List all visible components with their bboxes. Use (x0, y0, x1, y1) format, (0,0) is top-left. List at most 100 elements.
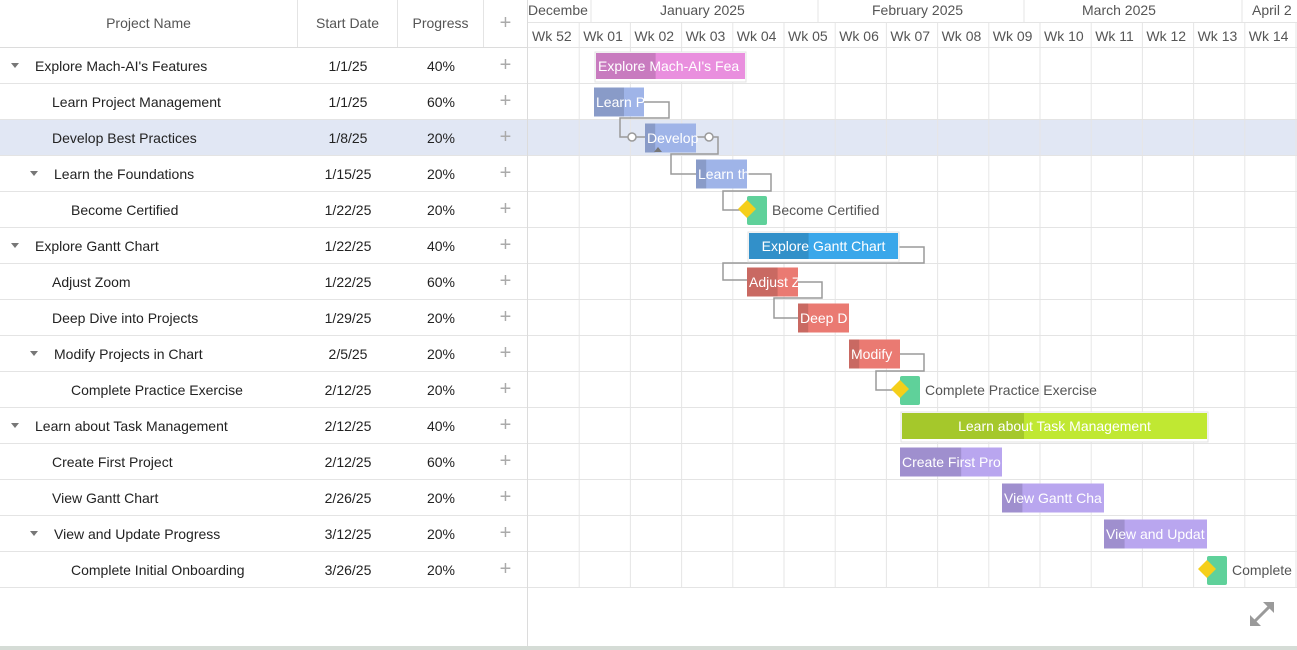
task-start-date[interactable]: 2/12/25 (324, 418, 372, 434)
task-name[interactable]: Learn the Foundations (54, 166, 195, 182)
task-name[interactable]: Complete Practice Exercise (71, 382, 243, 398)
task-name[interactable]: Become Certified (71, 202, 179, 218)
table-row[interactable]: Complete Practice Exercise 2/12/25 20% + (0, 372, 527, 408)
task-start-date[interactable]: 2/5/25 (328, 346, 368, 362)
table-row[interactable]: Learn Project Management 1/1/25 60% + (0, 84, 527, 120)
add-subtask-plus-icon[interactable]: + (499, 342, 512, 364)
task-start-date[interactable]: 3/26/25 (324, 562, 372, 578)
week-label: Wk 13 (1198, 28, 1238, 44)
add-column-plus-icon[interactable]: + (499, 12, 512, 34)
task-name[interactable]: Develop Best Practices (52, 130, 197, 146)
task-progress[interactable]: 20% (426, 310, 456, 326)
expand-arrows-icon[interactable] (1246, 598, 1278, 630)
table-row[interactable]: Create First Project 2/12/25 60% + (0, 444, 527, 480)
add-subtask-plus-icon[interactable]: + (499, 486, 512, 508)
task-name[interactable]: View and Update Progress (54, 526, 221, 542)
column-header-project-name[interactable]: Project Name (0, 0, 298, 47)
task-progress[interactable]: 20% (426, 130, 456, 146)
milestone-bar[interactable] (747, 196, 767, 225)
task-name[interactable]: Create First Project (52, 454, 173, 470)
add-subtask-plus-icon[interactable]: + (499, 54, 512, 76)
task-start-date[interactable]: 1/1/25 (328, 58, 368, 74)
add-subtask-plus-icon[interactable]: + (499, 126, 512, 148)
table-row[interactable]: Adjust Zoom 1/22/25 60% + (0, 264, 527, 300)
milestone-bar[interactable] (900, 376, 920, 405)
table-row[interactable]: Learn the Foundations 1/15/25 20% + (0, 156, 527, 192)
task-progress[interactable]: 20% (426, 382, 456, 398)
add-subtask-plus-icon[interactable]: + (499, 198, 512, 220)
milestone-diamond-icon[interactable] (1198, 560, 1216, 578)
connector-handle[interactable] (704, 132, 714, 142)
task-start-date[interactable]: 1/15/25 (324, 166, 372, 182)
table-row[interactable]: Explore Mach-AI's Features 1/1/25 40% + (0, 48, 527, 84)
column-header-progress[interactable]: Progress (398, 0, 484, 47)
caret-down-icon[interactable] (30, 351, 38, 356)
task-name[interactable]: View Gantt Chart (52, 490, 159, 506)
table-row[interactable]: View and Update Progress 3/12/25 20% + (0, 516, 527, 552)
task-progress[interactable]: 20% (426, 202, 456, 218)
progress-drag-handle[interactable] (654, 147, 662, 152)
table-row[interactable]: Deep Dive into Projects 1/29/25 20% + (0, 300, 527, 336)
task-start-date[interactable]: 1/22/25 (324, 202, 372, 218)
task-start-date[interactable]: 1/22/25 (324, 238, 372, 254)
caret-down-icon[interactable] (11, 63, 19, 68)
task-start-date[interactable]: 1/8/25 (328, 130, 368, 146)
table-row[interactable]: View Gantt Chart 2/26/25 20% + (0, 480, 527, 516)
task-progress[interactable]: 20% (426, 166, 456, 182)
caret-down-icon[interactable] (30, 171, 38, 176)
caret-down-icon[interactable] (11, 423, 19, 428)
milestone-diamond-icon[interactable] (891, 380, 909, 398)
task-progress[interactable]: 20% (426, 490, 456, 506)
task-name[interactable]: Learn Project Management (52, 94, 221, 110)
add-subtask-plus-icon[interactable]: + (499, 234, 512, 256)
table-row[interactable]: Complete Initial Onboarding 3/26/25 20% + (0, 552, 527, 588)
table-row[interactable]: Become Certified 1/22/25 20% + (0, 192, 527, 228)
add-subtask-plus-icon[interactable]: + (499, 378, 512, 400)
add-subtask-plus-icon[interactable]: + (499, 306, 512, 328)
add-subtask-plus-icon[interactable]: + (499, 450, 512, 472)
table-row[interactable]: Explore Gantt Chart 1/22/25 40% + (0, 228, 527, 264)
gantt-chart-svg[interactable]: Decembe January 2025 February 2025 March 20… (528, 0, 1297, 650)
task-name[interactable]: Explore Mach-AI's Features (35, 58, 208, 74)
task-progress[interactable]: 60% (426, 94, 456, 110)
task-start-date[interactable]: 2/12/25 (324, 454, 372, 470)
week-label: Wk 11 (1095, 28, 1134, 44)
task-start-date[interactable]: 1/1/25 (328, 94, 368, 110)
task-progress[interactable]: 60% (426, 454, 456, 470)
connector-handle[interactable] (627, 132, 637, 142)
task-name[interactable]: Adjust Zoom (52, 274, 131, 290)
task-name[interactable]: Explore Gantt Chart (35, 238, 159, 254)
add-subtask-plus-icon[interactable]: + (499, 558, 512, 580)
task-progress[interactable]: 60% (426, 274, 456, 290)
add-subtask-plus-icon[interactable]: + (499, 522, 512, 544)
add-subtask-plus-icon[interactable]: + (499, 414, 512, 436)
task-start-date[interactable]: 3/12/25 (324, 526, 372, 542)
task-progress[interactable]: 40% (426, 418, 456, 434)
task-name[interactable]: Learn about Task Management (35, 418, 228, 434)
column-header-start-date[interactable]: Start Date (298, 0, 398, 47)
task-progress[interactable]: 40% (426, 58, 456, 74)
table-row[interactable]: Learn about Task Management 2/12/25 40% + (0, 408, 527, 444)
task-name[interactable]: Deep Dive into Projects (52, 310, 199, 326)
table-row[interactable]: Modify Projects in Chart 2/5/25 20% + (0, 336, 527, 372)
add-subtask-plus-icon[interactable]: + (499, 270, 512, 292)
task-start-date[interactable]: 1/22/25 (324, 274, 372, 290)
add-subtask-plus-icon[interactable]: + (499, 162, 512, 184)
gantt-chart-area[interactable]: Decembe January 2025 February 2025 March 20… (528, 0, 1297, 650)
task-progress[interactable]: 20% (426, 526, 456, 542)
table-row[interactable]: Develop Best Practices 1/8/25 20% + (0, 120, 527, 156)
task-progress[interactable]: 20% (426, 562, 456, 578)
task-name[interactable]: Modify Projects in Chart (54, 346, 203, 362)
caret-down-icon[interactable] (30, 531, 38, 536)
milestone-diamond-icon[interactable] (738, 200, 756, 218)
task-start-date[interactable]: 1/29/25 (324, 310, 372, 326)
task-start-date[interactable]: 2/26/25 (324, 490, 372, 506)
add-subtask-plus-icon[interactable]: + (499, 90, 512, 112)
task-name[interactable]: Complete Initial Onboarding (71, 562, 245, 578)
task-progress[interactable]: 40% (426, 238, 456, 254)
selected-row-highlight (528, 120, 1297, 156)
task-progress[interactable]: 20% (426, 346, 456, 362)
caret-down-icon[interactable] (11, 243, 19, 248)
milestone-bar[interactable] (1207, 556, 1227, 585)
task-start-date[interactable]: 2/12/25 (324, 382, 372, 398)
